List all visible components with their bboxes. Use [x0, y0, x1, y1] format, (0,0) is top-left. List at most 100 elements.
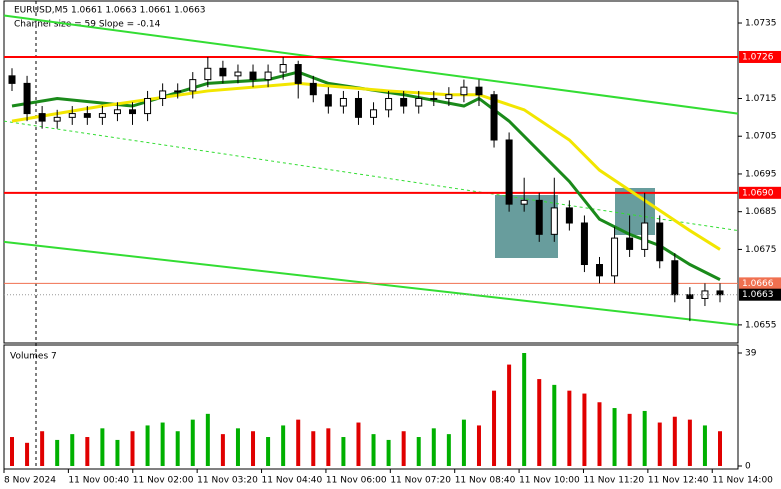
- y-tick-label: 1.0715: [745, 94, 777, 104]
- volume-bar: [371, 434, 376, 466]
- candle-body: [309, 82, 317, 96]
- candle-body: [113, 109, 121, 115]
- candle-body: [460, 86, 468, 96]
- level-label-box: [739, 50, 781, 63]
- volume-bar: [672, 416, 677, 466]
- chart-subtitle: Channel size = 59 Slope = -0.14: [14, 20, 161, 30]
- x-tick-label: 11 Nov 11:20: [583, 476, 644, 486]
- candle-body: [339, 97, 347, 107]
- volume-bar: [627, 413, 632, 466]
- last-price-box: [739, 288, 781, 301]
- candle-body: [641, 222, 649, 250]
- candle-body: [701, 290, 709, 299]
- candle-body: [580, 222, 588, 266]
- volume-bar: [582, 393, 587, 466]
- candle-body: [219, 67, 227, 77]
- candle-body: [415, 97, 423, 107]
- y-tick-label: 1.0705: [745, 132, 777, 142]
- candle-body: [430, 97, 438, 100]
- volume-bar: [461, 419, 466, 466]
- volume-bar: [205, 413, 210, 466]
- x-tick-label: 11 Nov 12:40: [648, 476, 709, 486]
- volume-bar: [522, 353, 527, 466]
- candle-body: [656, 222, 664, 262]
- y-tick-label: 0: [745, 462, 751, 472]
- volume-bar: [552, 384, 557, 466]
- candle-body: [68, 113, 76, 118]
- candle-body: [23, 82, 31, 115]
- x-tick-label: 11 Nov 00:40: [68, 476, 129, 486]
- level-label: 1.0690: [742, 188, 774, 198]
- volume-bar: [10, 437, 14, 466]
- volume-bar: [476, 425, 481, 466]
- candle-body: [174, 90, 182, 93]
- candle-body: [53, 116, 61, 122]
- x-tick-label: 11 Nov 07:20: [390, 476, 451, 486]
- candle-body: [129, 109, 137, 115]
- candle-body: [611, 237, 619, 277]
- x-tick-label: 11 Nov 03:20: [197, 476, 258, 486]
- volume-bar: [718, 431, 722, 466]
- volume-bar: [507, 364, 512, 466]
- volume-bar: [25, 442, 30, 466]
- volume-bar: [266, 437, 271, 466]
- level-label: 1.0666: [742, 279, 774, 289]
- candle-body: [490, 94, 498, 141]
- price-panel: [3, 0, 739, 344]
- candle-body: [234, 71, 242, 77]
- x-tick-label: 11 Nov 02:00: [133, 476, 194, 486]
- volume-bar: [85, 437, 90, 466]
- volume-bar: [567, 390, 572, 466]
- candle-body: [475, 86, 483, 96]
- candle-body: [159, 90, 167, 99]
- volume-bar: [492, 390, 497, 466]
- volume-bar: [251, 431, 256, 466]
- candle-body: [189, 79, 197, 92]
- y-tick-label: 1.0735: [745, 19, 777, 29]
- volume-bar: [115, 439, 120, 466]
- volume-bar: [537, 379, 542, 466]
- volume-bar: [341, 437, 346, 466]
- candle-body: [445, 94, 453, 99]
- volume-panel: [3, 344, 739, 470]
- volume-bar: [235, 428, 240, 466]
- volume-bar: [386, 439, 391, 466]
- channel-line: [3, 120, 739, 232]
- y-tick-label: 1.0685: [745, 207, 777, 217]
- candle-body: [535, 199, 543, 235]
- y-tick-label: 39: [745, 349, 757, 359]
- candle-body: [686, 294, 694, 299]
- volume-bar: [702, 425, 707, 466]
- volume-bar: [220, 434, 225, 466]
- volume-bar: [326, 428, 331, 466]
- candle-body: [716, 290, 724, 296]
- x-tick-label: 11 Nov 08:40: [455, 476, 516, 486]
- volume-bar: [431, 428, 436, 466]
- volume-bar: [145, 425, 150, 466]
- volume-bar: [311, 431, 316, 466]
- candle-body: [324, 94, 332, 107]
- x-tick-label: 11 Nov 10:00: [519, 476, 580, 486]
- volume-bar: [416, 437, 421, 466]
- volume-bar: [130, 431, 135, 466]
- volume-bar: [356, 422, 361, 466]
- level-label: 1.0726: [742, 52, 774, 62]
- candle-body: [204, 67, 212, 81]
- candle-body: [400, 97, 408, 107]
- volume-bar: [597, 402, 602, 466]
- volume-bar: [190, 419, 195, 466]
- volume-bar: [175, 431, 180, 466]
- candle-body: [520, 199, 528, 205]
- candle-body: [279, 64, 287, 73]
- x-tick-label: 11 Nov 14:00: [712, 476, 773, 486]
- volume-label: Volumes 7: [10, 352, 57, 362]
- candle-body: [626, 237, 634, 250]
- y-tick-label: 1.0675: [745, 245, 777, 255]
- volume-bar: [281, 425, 286, 466]
- candle-body: [565, 207, 573, 224]
- volume-bar: [100, 428, 105, 466]
- volume-bar: [401, 431, 406, 466]
- candle-body: [595, 264, 603, 277]
- zone-box: [495, 195, 558, 258]
